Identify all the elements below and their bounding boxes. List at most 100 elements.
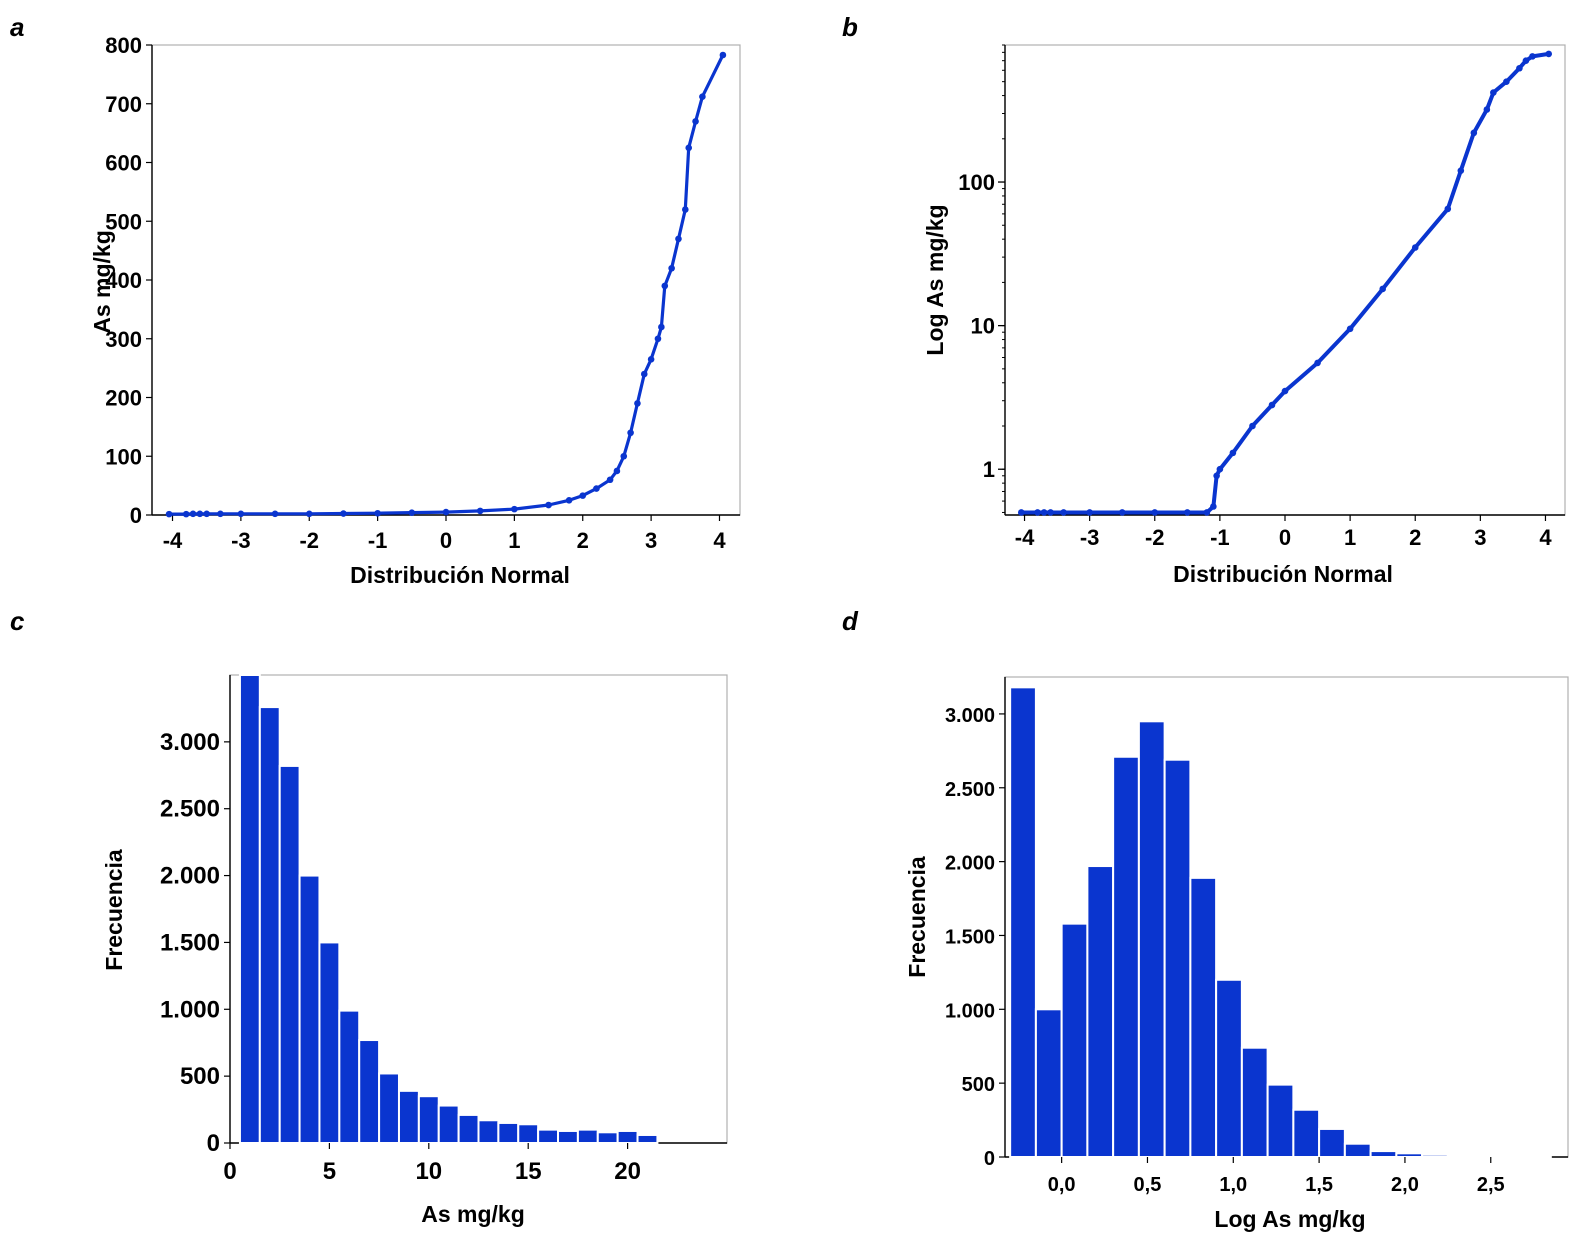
y-axis-label-d: Frecuencia <box>904 856 930 978</box>
histogram-bar-c <box>576 1128 599 1144</box>
x-tick-label-d: 2,5 <box>1477 1174 1505 1196</box>
data-point-a <box>442 508 450 516</box>
histogram-bar-d <box>1292 1108 1321 1158</box>
data-point-a <box>196 510 204 518</box>
x-tick-label-b: 4 <box>1539 525 1552 550</box>
y-tick-label-a: 800 <box>105 33 142 58</box>
histogram-bar-d <box>1369 1150 1398 1158</box>
x-tick-label-d: 0,5 <box>1134 1174 1162 1196</box>
data-point-b <box>1151 509 1159 516</box>
x-tick-label-a: -2 <box>299 528 319 553</box>
x-tick-label-b: -1 <box>1210 525 1230 550</box>
data-point-a <box>545 501 552 509</box>
y-tick-label-c: 3.000 <box>160 729 220 756</box>
data-point-b <box>1249 422 1256 430</box>
y-tick-label-a: 200 <box>105 386 142 411</box>
y-tick-label-d: 3.000 <box>945 705 995 727</box>
panel-label-c: c <box>10 606 25 636</box>
y-tick-label-d: 1.000 <box>945 1000 995 1022</box>
data-point-a <box>647 356 655 363</box>
histogram-bar-c <box>298 874 321 1144</box>
x-tick-label-a: 0 <box>440 528 452 553</box>
histogram-bar-c <box>318 941 341 1145</box>
data-point-a <box>606 476 614 484</box>
data-point-b <box>1379 285 1386 293</box>
x-axis-label-a: Distribución Normal <box>350 562 570 588</box>
histogram-bar-c <box>517 1123 540 1145</box>
x-tick-label-d: 1,5 <box>1305 1174 1333 1196</box>
data-point-a <box>719 51 727 59</box>
data-curve-b <box>1021 51 1550 515</box>
x-axis-label-c: As mg/kg <box>421 1201 525 1227</box>
data-point-a <box>699 93 706 100</box>
data-point-b <box>1118 509 1126 516</box>
histogram-bar-d <box>1215 978 1243 1158</box>
data-point-b <box>1184 509 1191 516</box>
x-tick-label-a: -3 <box>231 528 251 553</box>
data-point-b <box>1470 129 1478 137</box>
data-point-a <box>476 507 484 515</box>
x-tick-label-a: -4 <box>163 528 183 553</box>
data-point-b <box>1047 509 1054 516</box>
plot-frame-b <box>1004 44 1566 516</box>
x-axis-label-d: Log As mg/kg <box>1214 1206 1365 1232</box>
data-point-a <box>634 400 641 407</box>
x-tick-label-c: 10 <box>415 1158 442 1185</box>
x-tick-label-c: 5 <box>323 1158 336 1185</box>
histogram-bar-d <box>1421 1153 1449 1159</box>
data-point-a <box>203 510 210 518</box>
data-point-b <box>1060 509 1067 516</box>
data-point-a <box>668 264 675 272</box>
data-point-b <box>1314 359 1321 367</box>
data-point-b <box>1522 57 1530 64</box>
x-tick-label-d: 2,0 <box>1391 1174 1419 1196</box>
y-tick-label-a: 0 <box>130 503 142 528</box>
y-tick-label-d: 2.500 <box>945 779 995 801</box>
y-tick-label-b: 10 <box>971 314 995 339</box>
x-tick-label-b: 1 <box>1344 525 1356 550</box>
x-tick-label-c: 0 <box>223 1158 236 1185</box>
histogram-bar-d <box>1446 1154 1475 1159</box>
data-point-b <box>1216 465 1224 473</box>
y-tick-label-a: 400 <box>105 268 142 293</box>
histogram-bar-c <box>497 1121 520 1145</box>
x-tick-label-d: 0,0 <box>1048 1174 1076 1196</box>
data-point-a <box>305 510 313 518</box>
histogram-bar-c <box>258 706 281 1144</box>
data-point-a <box>579 492 587 499</box>
data-point-b <box>1086 509 1093 516</box>
y-tick-label-c: 1.000 <box>160 996 220 1023</box>
data-point-a <box>661 282 669 290</box>
data-point-b <box>1213 472 1220 480</box>
y-axis-label-a: As mg/kg <box>89 230 115 334</box>
data-point-b <box>1281 387 1289 395</box>
histogram-bar-c <box>457 1113 480 1145</box>
y-tick-label-d: 2.000 <box>945 853 995 875</box>
x-tick-label-b: 2 <box>1409 525 1421 550</box>
x-tick-label-b: -4 <box>1015 525 1035 550</box>
data-point-b <box>1229 449 1237 457</box>
y-tick-label-a: 600 <box>105 151 142 176</box>
data-point-a <box>654 335 662 343</box>
x-tick-label-b: -3 <box>1080 525 1100 550</box>
data-point-a <box>675 235 682 243</box>
y-tick-label-b: 1 <box>983 457 995 482</box>
data-point-a <box>640 370 648 378</box>
histogram-bar-c <box>238 674 261 1144</box>
data-point-b <box>1034 509 1041 516</box>
x-tick-label-a: 2 <box>577 528 589 553</box>
data-point-a <box>237 510 245 518</box>
histogram-bar-d <box>1060 922 1089 1159</box>
data-point-a <box>271 510 279 518</box>
y-tick-label-a: 100 <box>105 444 142 469</box>
panel-label-d: d <box>842 606 858 636</box>
y-tick-label-c: 2.500 <box>160 796 220 823</box>
data-point-b <box>1529 53 1536 60</box>
histogram-bar-c <box>557 1129 579 1144</box>
histogram-bar-d <box>1086 865 1115 1158</box>
x-tick-label-a: 3 <box>645 528 657 553</box>
data-point-a <box>165 510 173 518</box>
plot-frame-a <box>151 44 741 516</box>
panel-label-a: a <box>10 12 25 42</box>
histogram-bar-d <box>1343 1142 1372 1158</box>
